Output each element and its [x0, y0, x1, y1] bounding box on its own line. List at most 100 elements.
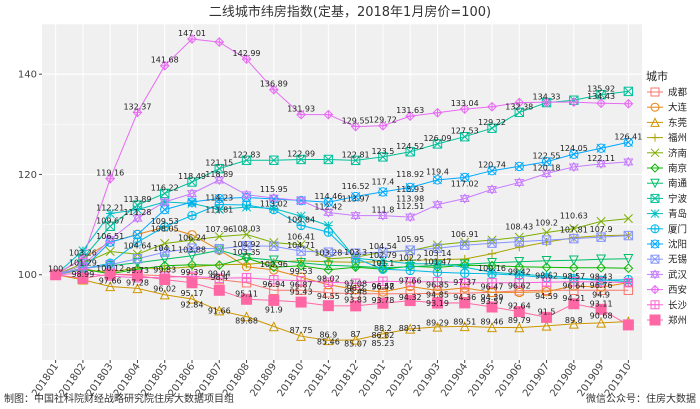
data-point: [269, 275, 279, 285]
data-label: 109.67: [96, 216, 124, 225]
data-label: 100: [48, 265, 63, 274]
data-point: [214, 199, 224, 210]
data-point: [542, 237, 551, 247]
data-point: [541, 277, 552, 287]
data-point: [378, 276, 388, 286]
data-point: [486, 301, 498, 313]
data-point: [350, 155, 361, 166]
data-point: [296, 220, 306, 231]
data-point: [377, 328, 388, 339]
data-label: 103.28: [314, 248, 342, 257]
data-point: [159, 274, 171, 286]
data-point: [514, 107, 524, 118]
data-label: 121.15: [205, 159, 233, 168]
data-point: [214, 174, 225, 186]
data-point: [323, 227, 334, 237]
data-point: [460, 240, 470, 250]
legend-item: 郑州: [647, 314, 687, 327]
data-label: 126.41: [614, 132, 642, 141]
data-point: [515, 242, 524, 252]
data-label: 118.92: [396, 170, 424, 179]
data-point: [459, 104, 470, 114]
data-label: 101.1: [371, 259, 394, 268]
data-point: [432, 267, 443, 277]
data-point: [269, 204, 279, 215]
data-point: [214, 37, 225, 47]
data-label: 101.47: [423, 257, 451, 266]
data-label: 96.62: [508, 282, 531, 291]
data-label: 98.43: [590, 273, 613, 282]
data-label: 122.83: [233, 150, 261, 159]
data-label: 116.22: [151, 183, 179, 192]
data-point: [132, 212, 143, 224]
data-point: [514, 322, 525, 333]
data-point: [432, 175, 443, 185]
data-label: 87.75: [290, 326, 313, 335]
data-point: [350, 253, 361, 263]
data-point: [131, 270, 143, 282]
data-point: [296, 246, 306, 256]
data-label: 91.66: [208, 307, 231, 316]
series-line: [55, 249, 629, 276]
data-point: [569, 224, 579, 234]
data-point: [187, 235, 197, 245]
data-point: [623, 214, 633, 224]
data-point: [623, 86, 634, 97]
data-label: 107.96: [205, 225, 233, 234]
data-point: [378, 247, 388, 257]
data-label: 106.91: [451, 230, 479, 239]
data-label: 93.11: [590, 299, 613, 308]
data-point: [186, 250, 198, 262]
data-label: 134.33: [533, 93, 561, 102]
data-point: [568, 97, 579, 107]
data-point: [432, 288, 443, 299]
data-point: [241, 200, 252, 210]
data-point: [350, 210, 361, 221]
data-point: [486, 184, 498, 195]
data-point: [214, 204, 224, 215]
data-point: [541, 235, 552, 245]
data-point: [541, 227, 552, 238]
data-label: 90.68: [590, 311, 613, 320]
data-point: [596, 143, 606, 153]
legend-label: 南通: [668, 178, 688, 190]
data-label: 89.51: [453, 317, 476, 326]
data-label: 122.11: [587, 154, 615, 163]
data-point: [241, 155, 252, 165]
data-label: 108.03: [233, 224, 261, 233]
data-point: [104, 268, 116, 280]
legend-item: 福州: [647, 132, 687, 144]
data-label: 129.55: [342, 117, 370, 126]
data-point: [568, 298, 580, 310]
data-point: [378, 152, 388, 162]
data-point: [378, 287, 388, 297]
data-point: [596, 254, 607, 265]
data-label: 106.51: [96, 232, 124, 241]
data-point: [377, 297, 389, 309]
data-point: [269, 285, 279, 295]
data-point: [596, 216, 606, 226]
data-label: 98.4: [210, 273, 228, 282]
data-label: 89.46: [481, 318, 504, 327]
data-label: 96.02: [153, 285, 176, 294]
data-point: [105, 246, 115, 257]
data-label: 109.53: [151, 217, 179, 226]
data-point: [269, 238, 279, 248]
data-label: 103.35: [233, 248, 261, 257]
data-label: 96.47: [481, 282, 504, 291]
data-label: 95.11: [235, 289, 258, 298]
data-label: 99.83: [153, 266, 176, 275]
data-point: [460, 172, 470, 183]
data-label: 94.85: [426, 291, 449, 300]
data-point: [241, 273, 252, 283]
data-point: [323, 207, 334, 218]
data-point: [186, 293, 198, 304]
data-point: [296, 211, 306, 221]
data-label: 129.22: [478, 118, 506, 127]
data-point: [186, 188, 198, 199]
data-point: [213, 284, 225, 296]
data-label: 88.21: [399, 324, 422, 333]
data-point: [132, 237, 143, 247]
y-tick-label: 140: [18, 70, 37, 81]
